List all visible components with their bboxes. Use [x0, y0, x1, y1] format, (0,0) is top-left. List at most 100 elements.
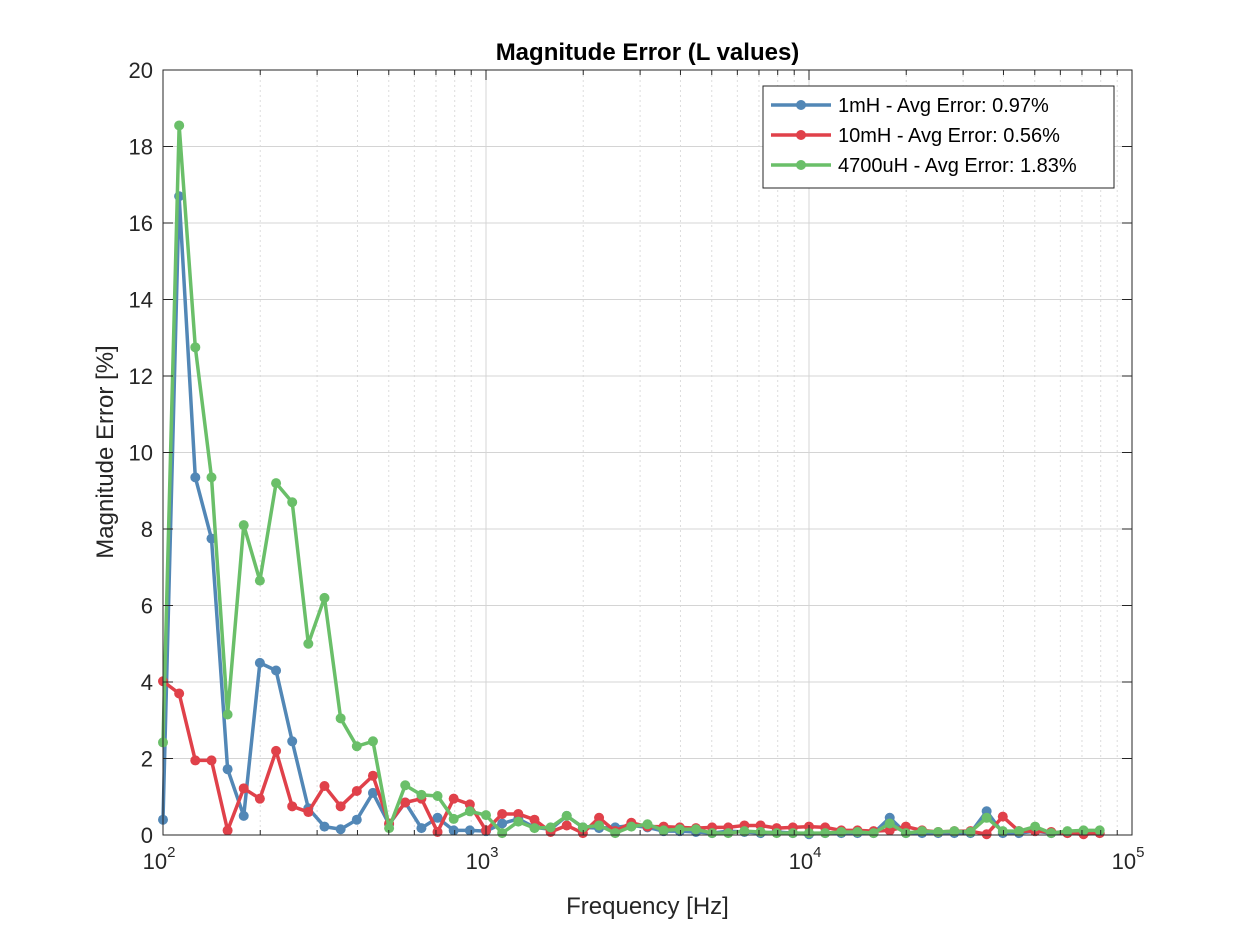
- data-point: [690, 824, 701, 835]
- data-point: [287, 736, 298, 747]
- y-tick-label: 16: [129, 211, 153, 236]
- data-point: [271, 478, 282, 489]
- data-point: [1030, 821, 1041, 832]
- data-point: [561, 810, 572, 821]
- data-point: [190, 755, 201, 766]
- y-tick-label: 20: [129, 58, 153, 83]
- legend-label: 4700uH - Avg Error: 1.83%: [838, 155, 1077, 177]
- data-point: [448, 825, 459, 836]
- data-point: [965, 826, 976, 837]
- legend-item: 10mH - Avg Error: 0.56%: [771, 125, 1060, 147]
- x-tick-label: 104: [789, 844, 822, 874]
- data-point: [723, 828, 734, 839]
- y-tick-label: 8: [141, 517, 153, 542]
- data-point: [1078, 825, 1089, 836]
- data-point: [174, 688, 185, 699]
- data-point: [432, 790, 443, 801]
- data-point: [206, 472, 217, 483]
- data-point: [464, 806, 475, 817]
- data-point: [739, 826, 750, 837]
- data-point: [416, 823, 427, 834]
- legend-item: 4700uH - Avg Error: 1.83%: [771, 155, 1077, 177]
- data-point: [949, 826, 960, 837]
- data-point: [190, 472, 201, 483]
- data-point: [448, 813, 459, 824]
- data-point: [594, 812, 605, 823]
- data-point: [206, 755, 217, 766]
- chart-title: Magnitude Error (L values): [496, 39, 800, 66]
- y-tick-label: 0: [141, 823, 153, 848]
- data-point: [884, 818, 895, 829]
- data-point: [400, 780, 411, 791]
- data-point: [351, 741, 362, 752]
- legend-swatch-marker: [796, 100, 806, 110]
- data-point: [448, 793, 459, 804]
- y-tick-label: 4: [141, 670, 153, 695]
- data-point: [464, 825, 475, 836]
- data-point: [367, 787, 378, 798]
- data-point: [529, 823, 540, 834]
- data-point: [222, 709, 233, 720]
- data-point: [319, 781, 330, 792]
- y-tick-label: 12: [129, 364, 153, 389]
- data-point: [238, 520, 249, 531]
- x-tick-label: 103: [466, 844, 499, 874]
- data-point: [254, 575, 265, 586]
- data-point: [1046, 828, 1057, 839]
- data-point: [755, 826, 766, 837]
- data-point: [481, 810, 491, 821]
- data-point: [513, 808, 524, 819]
- data-point: [529, 814, 540, 825]
- data-point: [432, 826, 443, 837]
- data-point: [642, 819, 653, 830]
- data-point: [351, 786, 362, 797]
- data-point: [416, 789, 427, 800]
- data-point: [222, 825, 233, 836]
- data-point: [174, 120, 185, 131]
- data-point: [497, 828, 508, 839]
- y-tick-label: 10: [129, 441, 153, 466]
- data-point: [674, 824, 685, 835]
- data-point: [303, 638, 314, 649]
- y-axis-label: Magnitude Error [%]: [92, 345, 119, 558]
- data-point: [820, 828, 831, 839]
- legend-box: [762, 85, 1115, 189]
- data-point: [190, 342, 201, 353]
- data-point: [335, 824, 346, 835]
- data-point: [238, 810, 249, 821]
- data-point: [852, 826, 863, 837]
- data-point: [1013, 826, 1024, 837]
- y-tick-label: 14: [129, 288, 153, 313]
- data-point: [1094, 825, 1105, 836]
- data-point: [997, 811, 1008, 822]
- data-point: [1062, 826, 1073, 837]
- data-point: [335, 801, 346, 812]
- data-point: [384, 823, 395, 834]
- data-point: [287, 497, 298, 508]
- data-point: [917, 826, 928, 837]
- x-tick-label: 102: [143, 844, 176, 874]
- x-axis-label: Frequency [Hz]: [566, 893, 729, 920]
- ticks: 102 103 104 105 0 2 4 6 8 10 12 14 16 18 20: [129, 58, 1145, 874]
- data-point: [319, 821, 330, 832]
- data-point: [771, 828, 782, 839]
- legend-item: 1mH - Avg Error: 0.97%: [771, 95, 1049, 117]
- legend-swatch-marker: [796, 160, 806, 170]
- data-point: [981, 829, 992, 840]
- data-point: [254, 793, 265, 804]
- y-tick-label: 2: [141, 747, 153, 772]
- legend-label: 1mH - Avg Error: 0.97%: [838, 95, 1049, 117]
- y-tick-label: 6: [141, 594, 153, 619]
- data-point: [271, 745, 282, 756]
- data-point: [303, 807, 314, 818]
- data-point: [319, 592, 330, 603]
- data-point: [238, 783, 249, 794]
- data-point: [287, 801, 298, 812]
- data-point: [513, 816, 524, 827]
- legend: 1mH - Avg Error: 0.97% 10mH - Avg Error: …: [762, 85, 1115, 189]
- data-point: [351, 814, 362, 825]
- x-tick-label: 105: [1112, 844, 1145, 874]
- data-point: [610, 828, 621, 839]
- series-3: [158, 120, 1105, 839]
